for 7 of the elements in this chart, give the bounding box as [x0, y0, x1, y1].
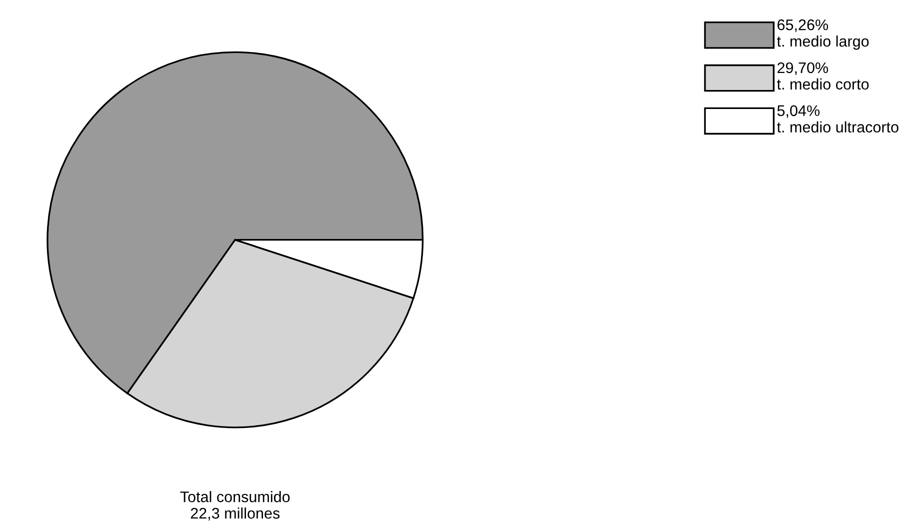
data-label: 5,04%	[777, 105, 820, 118]
legend-label: t. medio largo	[776, 35, 869, 50]
data-label: 29,70%	[778, 62, 828, 75]
data-label: 65,26%	[778, 19, 828, 32]
legend-label: t. medio ultracorto	[776, 121, 898, 133]
text: Total consumido 22,3 millones	[180, 491, 290, 521]
legend-label: t. medio corto	[776, 78, 869, 90]
